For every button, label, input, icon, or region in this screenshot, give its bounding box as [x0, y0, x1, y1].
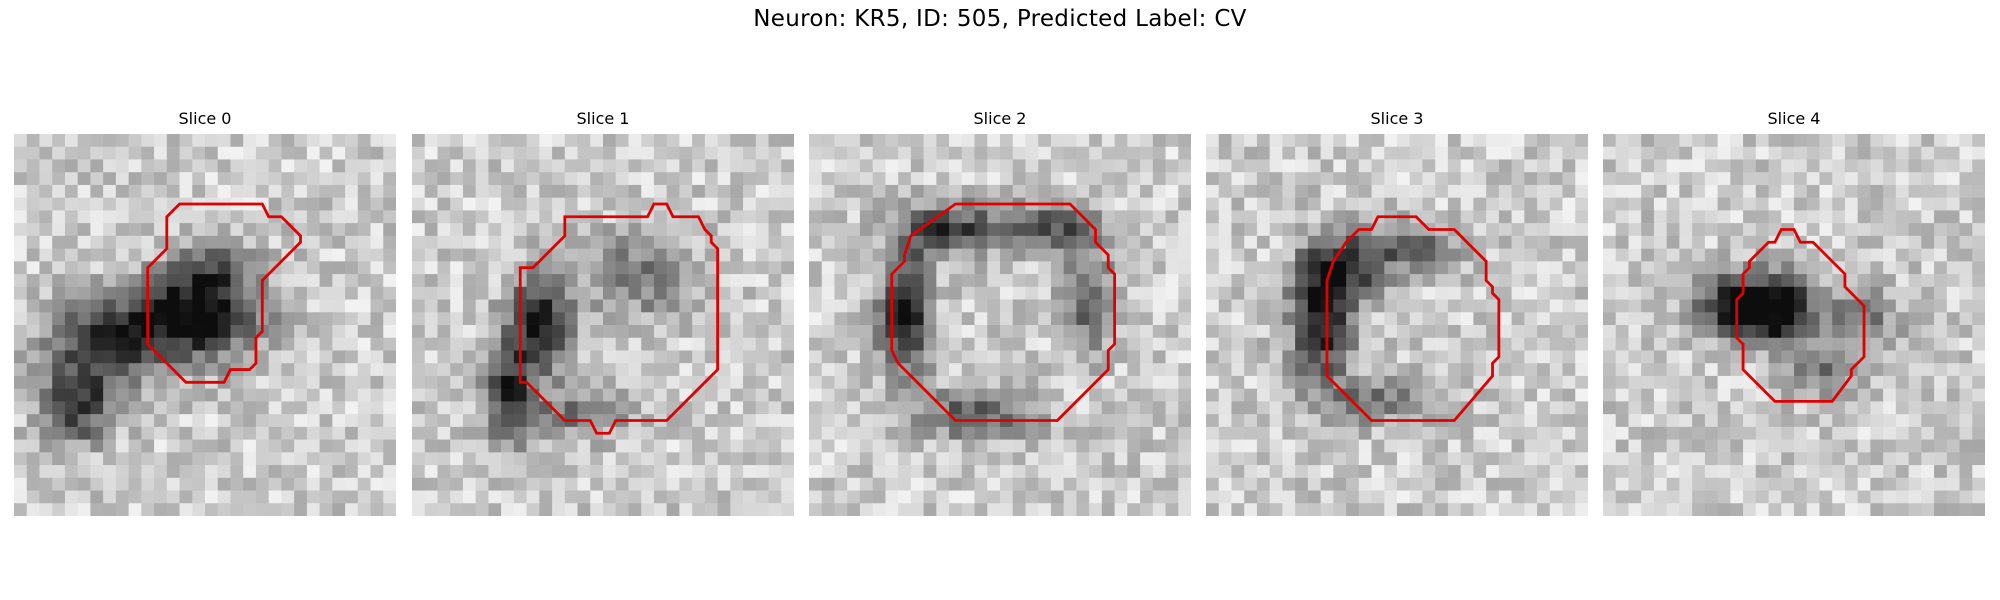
pixel-grid — [1206, 134, 1588, 516]
cell-contour — [1325, 215, 1501, 422]
pixel-grid — [14, 134, 396, 516]
cell-contour — [518, 202, 720, 435]
slice-image-1 — [412, 134, 794, 516]
slice-title-1: Slice 1 — [576, 109, 630, 128]
pixel-grid — [412, 134, 794, 516]
slice-image-2 — [809, 134, 1191, 516]
slice-panel-4: Slice 4 — [1603, 104, 1985, 516]
slice-panel-1: Slice 1 — [412, 104, 794, 516]
slice-title-0: Slice 0 — [178, 109, 232, 128]
slice-panel-2: Slice 2 — [809, 104, 1191, 516]
slice-image-0 — [14, 134, 396, 516]
slice-panel-3: Slice 3 — [1206, 104, 1588, 516]
pixel-grid — [809, 134, 1191, 516]
cell-contour — [1735, 228, 1866, 403]
cell-contour — [890, 202, 1117, 422]
figure-title: Neuron: KR5, ID: 505, Predicted Label: C… — [753, 6, 1247, 32]
slice-image-4 — [1603, 134, 1985, 516]
slice-title-4: Slice 4 — [1767, 109, 1821, 128]
slice-title-3: Slice 3 — [1370, 109, 1424, 128]
slice-image-3 — [1206, 134, 1588, 516]
slice-panel-0: Slice 0 — [14, 104, 396, 516]
pixel-grid — [1603, 134, 1985, 516]
cell-contour — [146, 202, 302, 384]
slice-title-2: Slice 2 — [973, 109, 1027, 128]
